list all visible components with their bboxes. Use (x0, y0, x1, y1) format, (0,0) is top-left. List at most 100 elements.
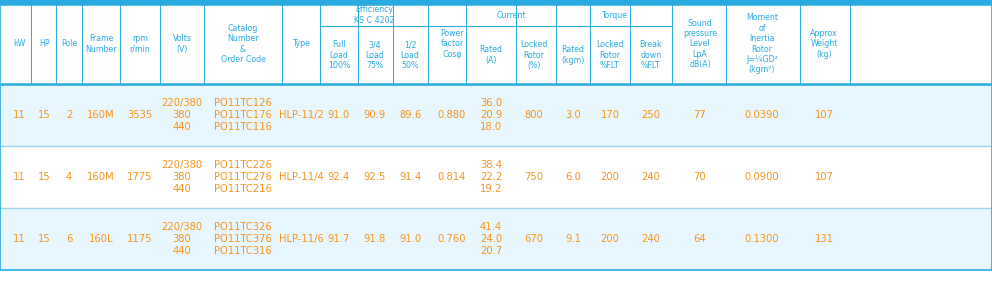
Text: 89.6: 89.6 (399, 110, 422, 120)
Text: 91.4: 91.4 (399, 172, 422, 182)
Text: 380: 380 (173, 234, 191, 244)
Text: Full
Load
100%: Full Load 100% (327, 40, 350, 70)
Text: 200: 200 (600, 234, 619, 244)
Text: PO11TC226: PO11TC226 (214, 160, 272, 170)
Text: 440: 440 (173, 122, 191, 132)
Text: 15: 15 (38, 234, 51, 244)
Text: 11: 11 (13, 110, 26, 120)
Text: PO11TC126: PO11TC126 (214, 98, 272, 108)
Text: Type: Type (292, 40, 310, 48)
Text: 9.1: 9.1 (565, 234, 581, 244)
Text: 15: 15 (38, 110, 51, 120)
Text: 18.0: 18.0 (480, 122, 502, 132)
Text: 200: 200 (600, 172, 619, 182)
Text: HP: HP (39, 40, 50, 48)
Text: 107: 107 (814, 110, 833, 120)
Text: 22.2: 22.2 (480, 172, 502, 182)
Text: 3535: 3535 (127, 110, 153, 120)
Text: Break
down
%FLT: Break down %FLT (640, 40, 663, 70)
Text: 20.7: 20.7 (480, 246, 502, 256)
Text: 380: 380 (173, 110, 191, 120)
Text: 92.4: 92.4 (328, 172, 350, 182)
Text: 220/380: 220/380 (162, 222, 202, 232)
Text: 6.0: 6.0 (565, 172, 581, 182)
Text: 64: 64 (693, 234, 706, 244)
Text: Locked
Rotor
(%): Locked Rotor (%) (521, 40, 548, 70)
Text: 0.880: 0.880 (437, 110, 466, 120)
Text: 440: 440 (173, 246, 191, 256)
Text: kW: kW (13, 40, 25, 48)
Text: Catalog
Number
&
Order Code: Catalog Number & Order Code (220, 24, 266, 64)
Text: 91.7: 91.7 (327, 234, 350, 244)
Text: 440: 440 (173, 184, 191, 194)
Text: 1775: 1775 (127, 172, 153, 182)
Text: PO11TC316: PO11TC316 (214, 246, 272, 256)
Text: 0.1300: 0.1300 (745, 234, 780, 244)
Text: 160M: 160M (87, 110, 115, 120)
Text: Power
factor
Cosφ: Power factor Cosφ (440, 29, 464, 59)
Bar (0, 84, 992, 146)
Text: HLP-11/4: HLP-11/4 (279, 172, 323, 182)
Text: Sound
pressure
Level
LpA
dB(A): Sound pressure Level LpA dB(A) (683, 19, 717, 69)
Text: 1/2
Load
50%: 1/2 Load 50% (401, 40, 420, 70)
Text: 750: 750 (525, 172, 544, 182)
Text: 90.9: 90.9 (364, 110, 386, 120)
Text: 24.0: 24.0 (480, 234, 502, 244)
Text: 3.0: 3.0 (565, 110, 581, 120)
Text: 6: 6 (65, 234, 72, 244)
Text: 220/380: 220/380 (162, 98, 202, 108)
Text: 19.2: 19.2 (480, 184, 502, 194)
Text: Pole: Pole (61, 40, 77, 48)
Text: Moment
of
Inertia
Rotor
J=¼GD²
(kgm²): Moment of Inertia Rotor J=¼GD² (kgm²) (746, 14, 778, 74)
Text: Efficiency
KS C 4202: Efficiency KS C 4202 (354, 5, 394, 25)
Text: 240: 240 (642, 234, 661, 244)
Text: Approx
Weight
(kg): Approx Weight (kg) (810, 29, 838, 59)
Text: HLP-11/6: HLP-11/6 (279, 234, 323, 244)
Text: 4: 4 (65, 172, 72, 182)
Text: 160M: 160M (87, 172, 115, 182)
Bar (0, 146, 992, 208)
Text: Volts
(V): Volts (V) (173, 34, 191, 54)
Text: 91.8: 91.8 (364, 234, 386, 244)
Text: 170: 170 (600, 110, 619, 120)
Text: PO11TC116: PO11TC116 (214, 122, 272, 132)
Text: 1175: 1175 (127, 234, 153, 244)
Text: 70: 70 (693, 172, 706, 182)
Text: 2: 2 (65, 110, 72, 120)
Text: PO11TC376: PO11TC376 (214, 234, 272, 244)
Text: 41.4: 41.4 (480, 222, 502, 232)
Text: 20.9: 20.9 (480, 110, 502, 120)
Text: Current: Current (496, 10, 526, 20)
Text: Locked
Rotor
%FLT: Locked Rotor %FLT (596, 40, 624, 70)
Text: 131: 131 (814, 234, 833, 244)
Text: 107: 107 (814, 172, 833, 182)
Text: 91.0: 91.0 (328, 110, 350, 120)
Text: PO11TC326: PO11TC326 (214, 222, 272, 232)
Text: 160L: 160L (88, 234, 113, 244)
Text: rpm
r/min: rpm r/min (130, 34, 151, 54)
Text: 38.4: 38.4 (480, 160, 502, 170)
Text: 800: 800 (525, 110, 544, 120)
Text: 11: 11 (13, 234, 26, 244)
Text: 3/4
Load
75%: 3/4 Load 75% (366, 40, 385, 70)
Text: 380: 380 (173, 172, 191, 182)
Text: 77: 77 (693, 110, 706, 120)
Text: 0.760: 0.760 (437, 234, 466, 244)
Text: Rated
(A): Rated (A) (479, 45, 503, 65)
Text: PO11TC276: PO11TC276 (214, 172, 272, 182)
Text: 0.0390: 0.0390 (745, 110, 780, 120)
Text: 240: 240 (642, 172, 661, 182)
Bar (0, 0, 992, 4)
Text: 0.0900: 0.0900 (745, 172, 780, 182)
Text: 91.0: 91.0 (399, 234, 422, 244)
Text: 220/380: 220/380 (162, 160, 202, 170)
Text: 0.814: 0.814 (437, 172, 466, 182)
Text: 36.0: 36.0 (480, 98, 502, 108)
Text: PO11TC176: PO11TC176 (214, 110, 272, 120)
Text: 15: 15 (38, 172, 51, 182)
Text: 11: 11 (13, 172, 26, 182)
Text: 250: 250 (642, 110, 661, 120)
Text: 92.5: 92.5 (364, 172, 386, 182)
Text: Torque: Torque (601, 10, 627, 20)
Text: 670: 670 (525, 234, 544, 244)
